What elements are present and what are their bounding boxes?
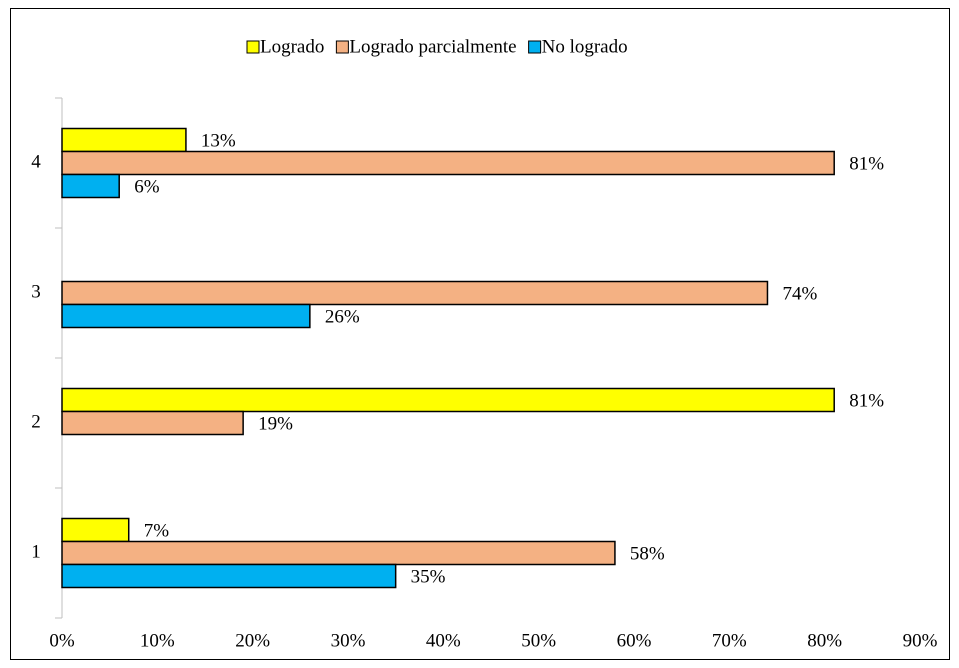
y-tick-label: 4 xyxy=(31,151,41,172)
bar xyxy=(61,150,835,176)
x-tick-label: 40% xyxy=(426,630,461,651)
data-label: 7% xyxy=(144,520,170,541)
data-label: 81% xyxy=(849,390,884,411)
y-tick-label: 2 xyxy=(31,411,41,432)
y-tick-label: 1 xyxy=(31,541,41,562)
legend-swatch xyxy=(246,40,260,54)
data-label: 26% xyxy=(325,306,360,327)
data-label: 74% xyxy=(782,283,817,304)
x-tick-label: 80% xyxy=(807,630,842,651)
legend-swatch xyxy=(528,40,542,54)
legend-swatch xyxy=(335,40,349,54)
data-label: 35% xyxy=(411,566,446,587)
x-tick-label: 10% xyxy=(140,630,175,651)
x-tick-label: 60% xyxy=(617,630,652,651)
x-tick-label: 90% xyxy=(903,630,938,651)
x-tick-label: 20% xyxy=(235,630,270,651)
data-label: 81% xyxy=(849,153,884,174)
bar xyxy=(61,540,616,566)
bar xyxy=(61,387,835,413)
legend-label: No logrado xyxy=(542,36,628,57)
y-tick-label: 3 xyxy=(31,281,41,302)
bar xyxy=(61,410,244,436)
x-tick-label: 70% xyxy=(712,630,747,651)
data-label: 58% xyxy=(630,543,665,564)
legend-label: Logrado parcialmente xyxy=(349,36,516,57)
bar xyxy=(61,563,397,589)
bar xyxy=(61,173,120,199)
x-tick-label: 50% xyxy=(521,630,556,651)
legend-label: Logrado xyxy=(260,36,324,57)
bar xyxy=(61,517,130,543)
data-label: 6% xyxy=(134,176,160,197)
x-tick-label: 30% xyxy=(331,630,366,651)
data-label: 13% xyxy=(201,130,236,151)
bar xyxy=(61,303,311,329)
data-label: 19% xyxy=(258,413,293,434)
bar xyxy=(61,127,187,153)
bar xyxy=(61,280,769,306)
x-tick-label: 0% xyxy=(49,630,75,651)
